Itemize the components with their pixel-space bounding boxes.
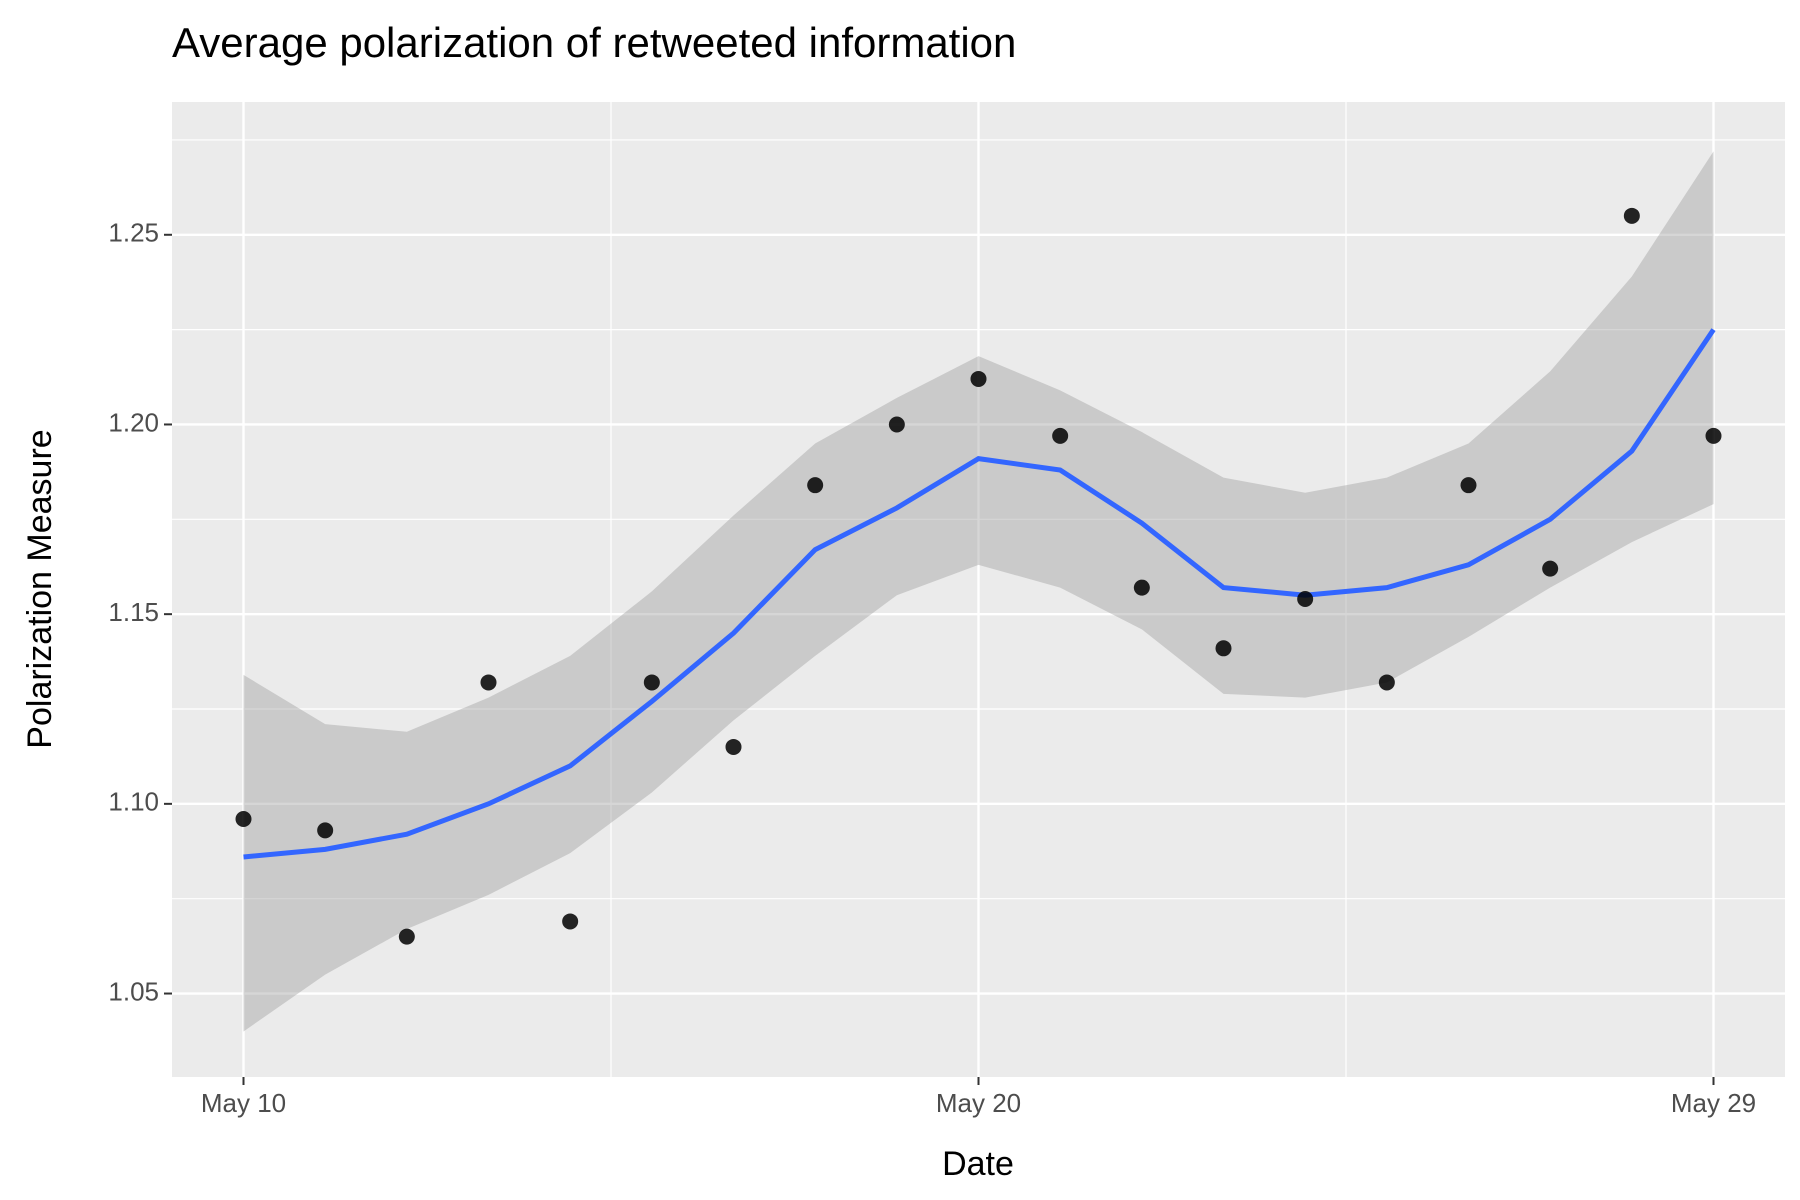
x-axis-title: Date: [942, 1145, 1014, 1183]
point: [1378, 674, 1395, 691]
point: [807, 477, 824, 494]
point: [1297, 590, 1314, 607]
confidence-band: [243, 151, 1714, 1032]
point: [1133, 579, 1150, 596]
point: [1623, 207, 1640, 224]
point: [1052, 427, 1069, 444]
smooth-line: [243, 328, 1716, 860]
point: [398, 928, 415, 945]
point: [970, 370, 987, 387]
point: [725, 738, 742, 755]
y-tick-label: 1.20: [108, 407, 159, 437]
y-axis-title: Polarization Measure: [21, 429, 59, 748]
x-tick-label: May 10: [201, 1088, 286, 1118]
chart-title: Average polarization of retweeted inform…: [172, 19, 1016, 66]
point: [1542, 560, 1559, 577]
point: [562, 913, 579, 930]
point: [643, 674, 660, 691]
point: [1460, 477, 1477, 494]
point: [480, 674, 497, 691]
point: [317, 822, 334, 839]
point: [1705, 427, 1722, 444]
y-tick-label: 1.15: [108, 597, 159, 627]
point: [235, 811, 252, 828]
point: [888, 416, 905, 433]
y-tick-label: 1.10: [108, 787, 159, 817]
x-tick-label: May 29: [1671, 1088, 1756, 1118]
x-tick-label: May 20: [936, 1088, 1021, 1118]
y-tick-label: 1.25: [108, 218, 159, 248]
point: [1215, 640, 1232, 657]
y-tick-label: 1.05: [108, 976, 159, 1006]
